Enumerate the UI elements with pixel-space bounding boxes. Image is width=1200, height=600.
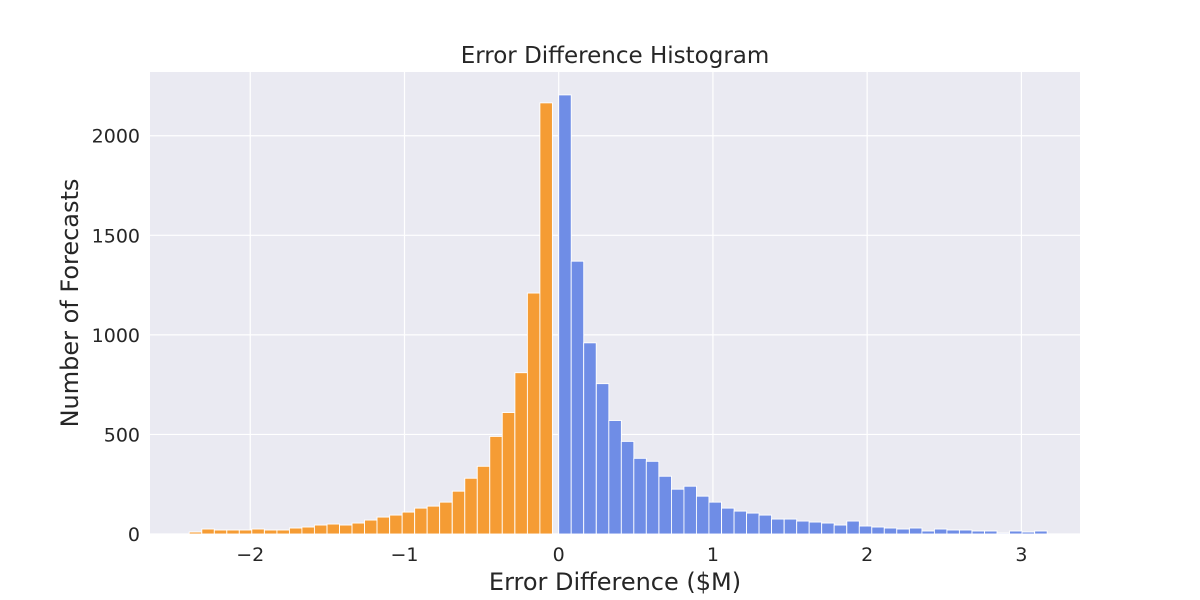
histogram-bar: [583, 342, 597, 535]
histogram-bar: [683, 485, 697, 535]
histogram-bar: [984, 530, 998, 535]
histogram-bar: [301, 526, 315, 535]
histogram-bar: [946, 529, 960, 535]
histogram-bar: [796, 520, 810, 535]
x-tick-label: 2: [861, 544, 873, 566]
histogram-bar: [658, 475, 672, 535]
x-tick-label: 1: [707, 544, 719, 566]
histogram-bar: [489, 435, 503, 535]
histogram-bar: [746, 512, 760, 535]
histogram-bar: [238, 529, 253, 535]
histogram-bar: [188, 531, 203, 535]
histogram-bar: [539, 102, 553, 535]
x-tick-label: −2: [236, 544, 264, 566]
histogram-bar: [514, 372, 528, 535]
x-axis-label: Error Difference ($M): [489, 568, 741, 596]
x-tick-label: 3: [1015, 544, 1027, 566]
histogram-bar: [326, 523, 341, 535]
histogram-bar: [996, 532, 1010, 535]
histogram-bar: [426, 505, 441, 535]
histogram-bar: [858, 525, 873, 535]
histogram-bar: [620, 440, 635, 535]
histogram-bar: [476, 465, 491, 535]
histogram-bar: [921, 530, 935, 535]
histogram-bar: [401, 511, 416, 535]
y-axis-label: Number of Forecasts: [56, 179, 84, 428]
histogram-bar: [226, 529, 240, 535]
histogram-bar: [821, 522, 835, 535]
histogram-bar: [958, 529, 973, 535]
histogram-bar: [733, 510, 748, 535]
histogram-bar: [708, 501, 722, 535]
histogram-bar: [1021, 531, 1035, 535]
histogram-bar: [771, 518, 785, 535]
chart-title: Error Difference Histogram: [461, 43, 770, 69]
histogram-bar: [808, 521, 823, 535]
histogram-bar: [526, 292, 541, 535]
histogram-bar: [389, 514, 403, 535]
histogram-bar: [633, 457, 647, 535]
histogram-bar: [670, 488, 685, 535]
histogram-bar: [846, 520, 860, 535]
histogram-bar: [276, 529, 290, 535]
histogram-bar: [570, 260, 585, 535]
histogram-bar: [833, 524, 848, 535]
histogram-bar: [1034, 530, 1048, 535]
histogram-bar: [933, 528, 948, 535]
histogram-bar: [908, 527, 923, 535]
histogram-bar: [201, 528, 215, 535]
histogram-bar: [971, 530, 986, 535]
y-tick-label: 1500: [92, 225, 140, 247]
histogram-bar: [1009, 530, 1023, 535]
histogram-bar: [758, 514, 773, 535]
histogram-bar: [896, 528, 910, 535]
histogram-bar: [251, 528, 265, 535]
histogram-bar: [783, 518, 798, 535]
y-tick-label: 0: [128, 524, 140, 546]
histogram-bar: [464, 477, 478, 535]
histogram-bar: [451, 490, 466, 535]
y-tick-label: 2000: [92, 126, 140, 148]
y-tick-label: 500: [104, 424, 140, 446]
histogram-bar: [721, 507, 735, 535]
histogram-bar: [645, 460, 660, 535]
histogram-bar: [364, 519, 378, 535]
histogram-bar: [558, 94, 572, 535]
histogram-bar: [414, 507, 428, 535]
histogram-bar: [501, 412, 516, 535]
histogram-bar: [595, 383, 610, 535]
y-tick-label: 1000: [92, 325, 140, 347]
histogram-bar: [883, 527, 898, 535]
histogram-bar: [263, 529, 278, 535]
histogram-bar: [695, 495, 710, 535]
histogram-bar: [339, 524, 353, 535]
histogram-bar: [871, 526, 885, 535]
histogram-bar: [288, 527, 303, 535]
x-axis-ticks: −2 −1 0 1 2 3: [236, 544, 1027, 566]
histogram-bar: [439, 501, 453, 535]
histogram-bar: [376, 516, 390, 535]
x-tick-label: 0: [553, 544, 565, 566]
histogram-bars: [188, 94, 1048, 535]
histogram-bar: [313, 524, 328, 535]
histogram-bar: [213, 529, 228, 535]
histogram-bar: [351, 522, 366, 535]
x-tick-label: −1: [390, 544, 418, 566]
y-axis-ticks: 0 500 1000 1500 2000: [92, 126, 140, 546]
histogram-bar: [608, 420, 622, 535]
